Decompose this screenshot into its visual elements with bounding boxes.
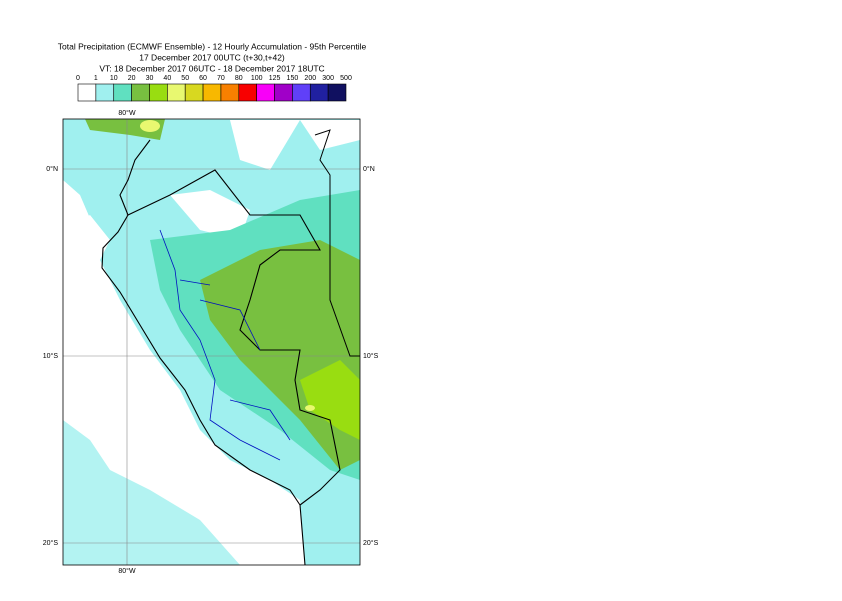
legend-swatch (95, 83, 115, 102)
legend-swatch (167, 83, 186, 102)
map (63, 119, 360, 565)
legend-swatch (131, 83, 150, 102)
legend-swatch (77, 83, 97, 102)
lon-label-top: 80°W (118, 109, 136, 117)
legend-label: 20 (128, 75, 136, 82)
legend-swatch (220, 83, 240, 102)
title: Total Precipitation (ECMWF Ensemble) - 1… (58, 41, 367, 51)
legend-label: 50 (181, 75, 189, 82)
legend-swatch (113, 83, 132, 102)
legend-swatch (149, 83, 168, 102)
lat-label-right: 20°S (363, 539, 379, 547)
legend-label: 100 (251, 75, 263, 82)
legend-label: 500 (340, 75, 352, 82)
lat-label-right: 0°N (363, 165, 375, 173)
legend-swatch (238, 83, 257, 102)
legend-label: 0 (76, 75, 80, 82)
legend-label: 30 (146, 75, 154, 82)
valid-time: VT: 18 December 2017 06UTC - 18 December… (99, 63, 324, 73)
legend: 0 1 10 20 30 40 50 60 70 80 100 125 150 200 300 500 (76, 75, 352, 102)
legend-label: 10 (110, 75, 118, 82)
legend-label: 125 (269, 75, 281, 82)
legend-label: 1 (94, 75, 98, 82)
lat-labels: 0°N 0°N 10°S 10°S 20°S 20°S (43, 165, 379, 547)
base-time: 17 December 2017 00UTC (t+30,t+42) (139, 52, 285, 62)
legend-swatch (292, 83, 311, 102)
lat-label-right: 10°S (363, 352, 379, 360)
legend-label: 200 (304, 75, 316, 82)
legend-swatch (309, 83, 329, 102)
legend-swatch (184, 83, 204, 102)
legend-label: 300 (322, 75, 334, 82)
map-frame (62, 118, 361, 566)
legend-label: 150 (287, 75, 299, 82)
legend-swatch (202, 83, 222, 102)
legend-swatch (327, 83, 347, 102)
legend-label: 40 (163, 75, 171, 82)
legend-label: 80 (235, 75, 243, 82)
lon-label-bottom: 80°W (118, 567, 136, 575)
legend-swatch (256, 83, 275, 102)
legend-label: 60 (199, 75, 207, 82)
legend-swatch (274, 83, 293, 102)
lat-label-left: 10°S (43, 352, 59, 360)
lat-label-left: 0°N (46, 165, 58, 173)
legend-label: 70 (217, 75, 225, 82)
lat-label-left: 20°S (43, 539, 59, 547)
